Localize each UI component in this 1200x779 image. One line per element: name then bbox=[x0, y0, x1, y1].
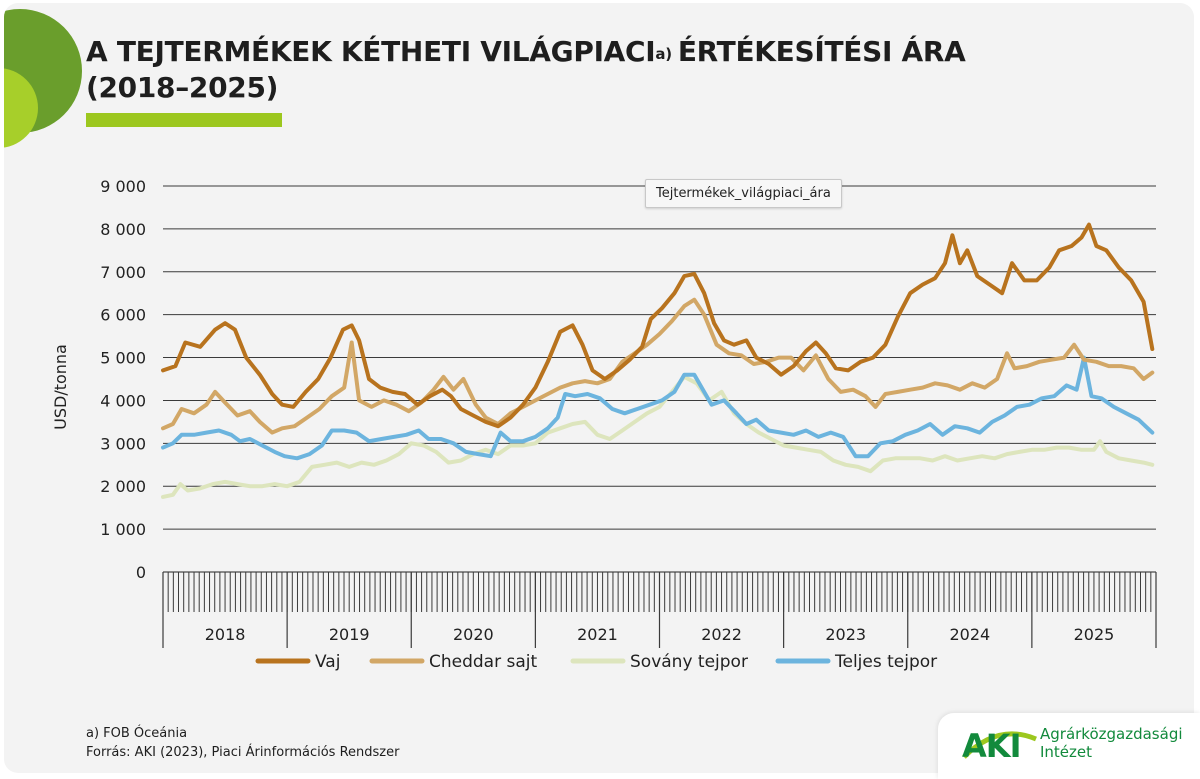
series-line-3 bbox=[161, 374, 1155, 499]
logo-text: Agrárközgazdasági Intézet bbox=[1040, 725, 1183, 761]
x-year-label: 2025 bbox=[1074, 625, 1115, 644]
corner-decoration bbox=[4, 9, 82, 148]
legend-label: Cheddar sajt bbox=[429, 652, 537, 672]
x-year-label: 2021 bbox=[577, 625, 618, 644]
title-accent-bar bbox=[86, 113, 282, 127]
y-tick-label: 7 000 bbox=[100, 263, 146, 282]
aki-logo: AKI Agrárközgazdasági Intézet bbox=[938, 713, 1200, 779]
logo-mark: AKI bbox=[962, 727, 1021, 765]
y-tick-label: 3 000 bbox=[100, 434, 146, 453]
y-tick-label: 4 000 bbox=[100, 391, 146, 410]
logo-line2: Intézet bbox=[1040, 743, 1093, 761]
legend-label: Vaj bbox=[315, 652, 340, 672]
y-tick-label: 8 000 bbox=[100, 220, 146, 239]
page-title: A TEJTERMÉKEK KÉTHETI VILÁGPIACIa) ÉRTÉKE… bbox=[86, 34, 966, 106]
y-tick-label: 5 000 bbox=[100, 349, 146, 368]
y-axis-label: USD/tonna bbox=[51, 344, 70, 430]
y-tick-label: 1 000 bbox=[100, 520, 146, 539]
x-year-label: 2020 bbox=[453, 625, 494, 644]
title-line1-rest: ÉRTÉKESÍTÉSI ÁRA bbox=[677, 35, 966, 68]
title-footnote-mark: a) bbox=[655, 45, 672, 63]
slide-frame bbox=[4, 3, 1194, 773]
x-year-label: 2019 bbox=[329, 625, 370, 644]
series-line-4 bbox=[161, 355, 1155, 461]
y-tick-label: 9 000 bbox=[100, 177, 146, 196]
x-year-label: 2018 bbox=[205, 625, 246, 644]
y-tick-label: 6 000 bbox=[100, 306, 146, 325]
x-year-label: 2022 bbox=[701, 625, 742, 644]
tooltip-text: Tejtermékek_világpiaci_ára bbox=[656, 186, 831, 201]
footnote-text: a) FOB Óceánia bbox=[86, 726, 188, 741]
source-text: Forrás: AKI (2023), Piaci Árinformációs … bbox=[86, 745, 400, 760]
logo-swoosh-icon bbox=[962, 731, 1037, 759]
series-line-1 bbox=[161, 222, 1155, 429]
legend-label: Teljes tejpor bbox=[834, 652, 937, 672]
chart-tooltip: Tejtermékek_világpiaci_ára bbox=[645, 179, 842, 208]
x-year-label: 2023 bbox=[825, 625, 866, 644]
series-line-2 bbox=[161, 297, 1155, 435]
logo-line1: Agrárközgazdasági bbox=[1040, 725, 1183, 743]
lime-circle-decoration bbox=[4, 68, 38, 148]
title-line1-text: A TEJTERMÉKEK KÉTHETI VILÁGPIACI bbox=[86, 35, 656, 68]
y-tick-label: 2 000 bbox=[100, 477, 146, 496]
legend-label: Sovány tejpor bbox=[630, 652, 748, 672]
y-tick-label: 0 bbox=[136, 563, 146, 582]
x-year-label: 2024 bbox=[949, 625, 990, 644]
title-line2-text: (2018–2025) bbox=[86, 71, 279, 104]
